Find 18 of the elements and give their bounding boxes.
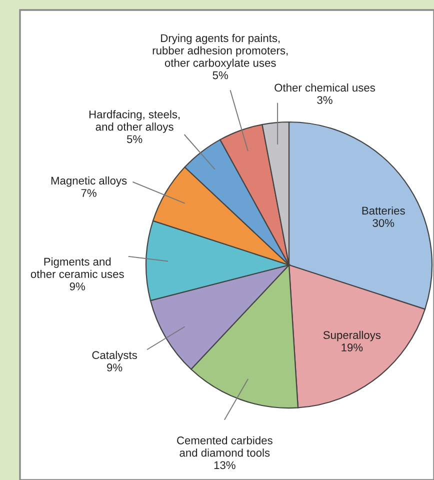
- data-label: 9%: [70, 282, 85, 290]
- slice-label: Other chemical uses: [274, 83, 375, 92]
- slice-label: Cemented carbides and diamond tools: [177, 436, 272, 457]
- slice-label: Superalloys: [323, 330, 381, 342]
- data-label: 7%: [81, 189, 96, 197]
- slice-label: Magnetic alloys: [51, 176, 127, 187]
- data-label: 5%: [126, 135, 142, 144]
- data-label: 19%: [342, 344, 363, 352]
- data-label: 30%: [372, 219, 394, 227]
- slice-label: Drying agents for paints, rubber adhesion promoters, other carboxylate uses: [152, 34, 288, 70]
- slice-label: Batteries: [362, 206, 405, 215]
- slice-label: Pigments and other ceramic uses: [30, 257, 124, 278]
- data-label: 9%: [107, 364, 122, 372]
- data-label: 3%: [317, 96, 332, 104]
- data-label: 13%: [214, 461, 236, 470]
- slice-label: Hardfacing, steels, and other alloys: [89, 110, 180, 133]
- slice-label: Catalysts: [92, 350, 137, 362]
- data-label: 5%: [212, 71, 228, 80]
